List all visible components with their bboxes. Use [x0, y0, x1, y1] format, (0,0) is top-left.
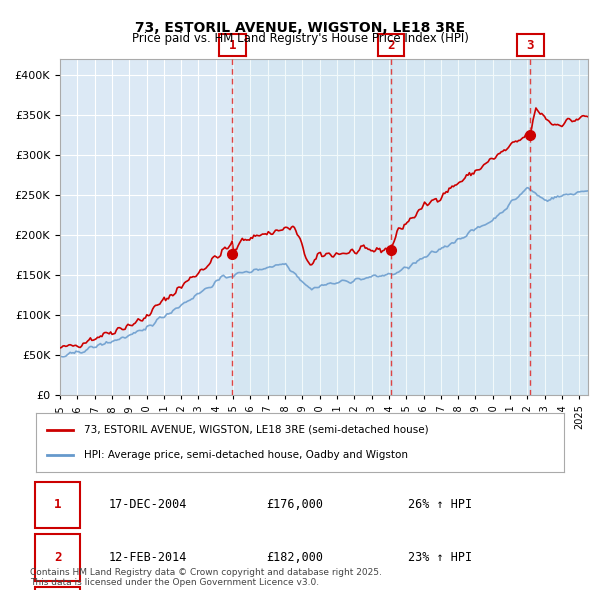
Text: 2: 2: [387, 40, 395, 53]
Bar: [232, 59, 391, 395]
Text: 73, ESTORIL AVENUE, WIGSTON, LE18 3RE (semi-detached house): 73, ESTORIL AVENUE, WIGSTON, LE18 3RE (s…: [83, 425, 428, 434]
Text: 1: 1: [229, 40, 236, 53]
FancyBboxPatch shape: [35, 587, 80, 590]
Text: 12-FEB-2014: 12-FEB-2014: [109, 551, 187, 564]
Text: 73, ESTORIL AVENUE, WIGSTON, LE18 3RE: 73, ESTORIL AVENUE, WIGSTON, LE18 3RE: [135, 21, 465, 35]
Text: £182,000: £182,000: [266, 551, 323, 564]
Text: Price paid vs. HM Land Registry's House Price Index (HPI): Price paid vs. HM Land Registry's House …: [131, 32, 469, 45]
Text: 3: 3: [527, 40, 534, 53]
FancyBboxPatch shape: [35, 535, 80, 581]
Text: 1: 1: [54, 498, 62, 511]
FancyBboxPatch shape: [35, 481, 80, 528]
Bar: [391, 59, 530, 395]
Bar: [530, 59, 588, 395]
Text: £176,000: £176,000: [266, 498, 323, 511]
Text: Contains HM Land Registry data © Crown copyright and database right 2025.
This d: Contains HM Land Registry data © Crown c…: [30, 568, 382, 587]
Text: 2: 2: [54, 551, 62, 564]
Text: 26% ↑ HPI: 26% ↑ HPI: [407, 498, 472, 511]
Text: 23% ↑ HPI: 23% ↑ HPI: [407, 551, 472, 564]
Text: 17-DEC-2004: 17-DEC-2004: [109, 498, 187, 511]
Text: HPI: Average price, semi-detached house, Oadby and Wigston: HPI: Average price, semi-detached house,…: [83, 451, 407, 460]
